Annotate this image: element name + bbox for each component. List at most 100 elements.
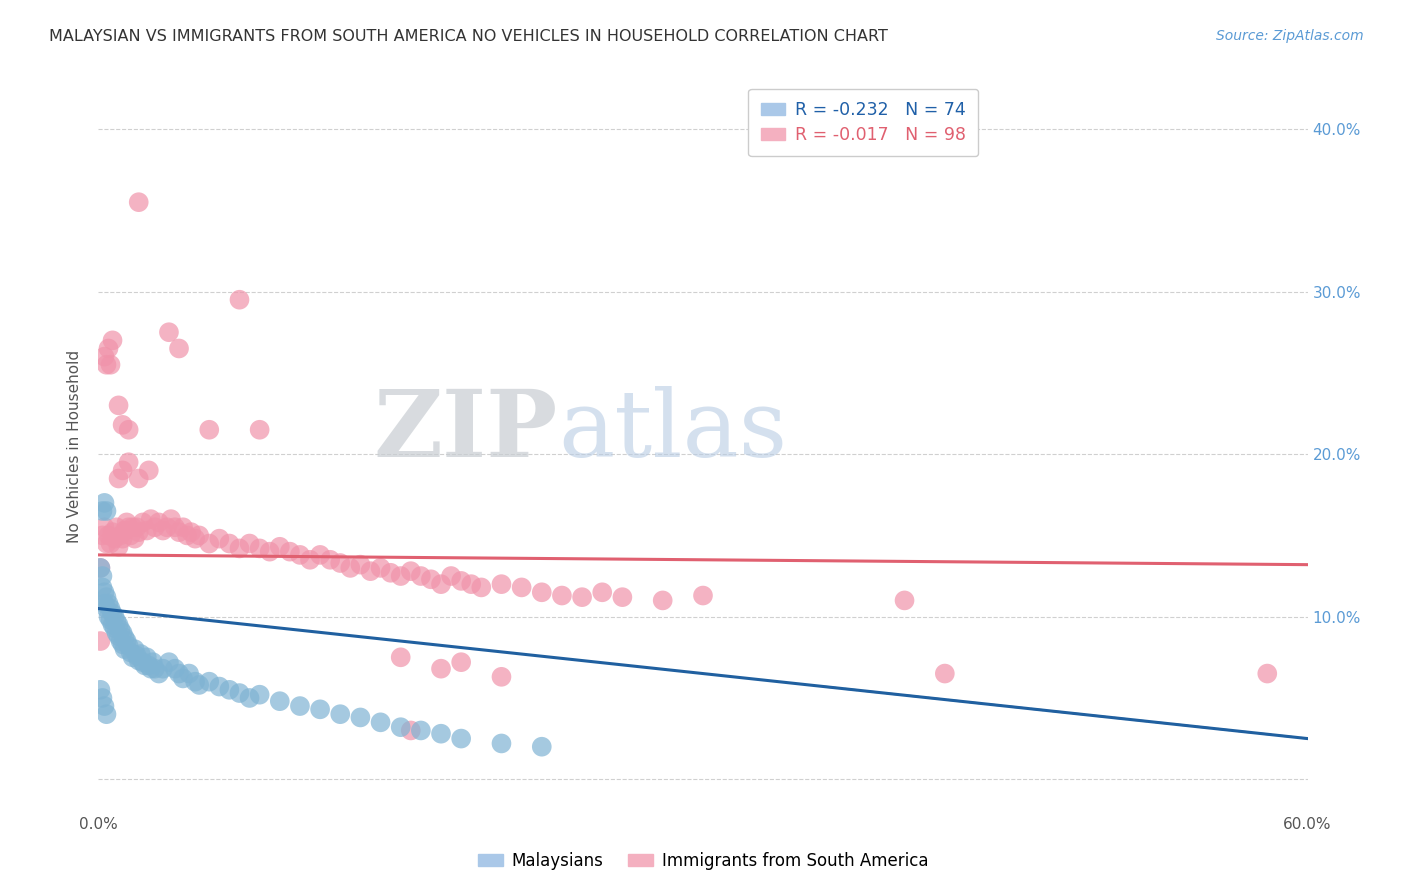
Point — [510, 581, 533, 595]
Point — [89, 561, 111, 575]
Point — [259, 544, 281, 558]
Point — [118, 423, 141, 437]
Point — [121, 650, 143, 665]
Point — [1256, 666, 1278, 681]
Point — [491, 670, 513, 684]
Point — [101, 334, 124, 348]
Point — [101, 525, 124, 540]
Point — [134, 658, 156, 673]
Point — [128, 195, 150, 210]
Point — [409, 723, 432, 738]
Point — [218, 536, 240, 550]
Point — [239, 536, 262, 550]
Point — [269, 540, 291, 554]
Text: atlas: atlas — [558, 386, 787, 476]
Point — [157, 325, 180, 339]
Point — [93, 585, 115, 599]
Point — [530, 585, 553, 599]
Point — [96, 504, 118, 518]
Point — [111, 626, 134, 640]
Point — [89, 561, 111, 575]
Point — [228, 686, 250, 700]
Point — [128, 654, 150, 668]
Point — [91, 569, 114, 583]
Point — [129, 647, 152, 661]
Point — [103, 609, 125, 624]
Point — [100, 601, 122, 615]
Point — [370, 561, 392, 575]
Point — [450, 574, 472, 588]
Point — [101, 617, 124, 632]
Point — [120, 645, 142, 659]
Point — [110, 623, 132, 637]
Point — [93, 496, 115, 510]
Point — [101, 607, 124, 621]
Point — [139, 512, 162, 526]
Point — [125, 648, 148, 663]
Point — [198, 674, 221, 689]
Point — [143, 520, 166, 534]
Point — [389, 569, 412, 583]
Point — [299, 553, 322, 567]
Point — [114, 524, 136, 538]
Text: MALAYSIAN VS IMMIGRANTS FROM SOUTH AMERICA NO VEHICLES IN HOUSEHOLD CORRELATION : MALAYSIAN VS IMMIGRANTS FROM SOUTH AMERI… — [49, 29, 889, 44]
Point — [239, 690, 262, 705]
Point — [399, 564, 422, 578]
Point — [228, 293, 250, 307]
Point — [93, 520, 115, 534]
Point — [105, 626, 128, 640]
Point — [172, 672, 194, 686]
Point — [124, 642, 146, 657]
Point — [91, 581, 114, 595]
Point — [143, 662, 166, 676]
Point — [96, 358, 118, 372]
Point — [163, 662, 186, 676]
Point — [107, 629, 129, 643]
Point — [198, 423, 221, 437]
Point — [450, 731, 472, 746]
Point — [430, 662, 453, 676]
Point — [440, 569, 463, 583]
Point — [163, 520, 186, 534]
Point — [309, 548, 332, 562]
Point — [470, 581, 492, 595]
Point — [571, 590, 593, 604]
Point — [430, 577, 453, 591]
Point — [139, 662, 162, 676]
Point — [198, 536, 221, 550]
Point — [111, 417, 134, 432]
Point — [157, 655, 180, 669]
Point — [93, 350, 115, 364]
Point — [288, 699, 311, 714]
Point — [893, 593, 915, 607]
Point — [934, 666, 956, 681]
Point — [148, 516, 170, 530]
Point — [96, 536, 118, 550]
Point — [218, 682, 240, 697]
Point — [103, 621, 125, 635]
Point — [278, 544, 301, 558]
Point — [591, 585, 613, 599]
Point — [612, 590, 634, 604]
Point — [184, 532, 207, 546]
Point — [97, 342, 120, 356]
Point — [692, 589, 714, 603]
Point — [530, 739, 553, 754]
Point — [89, 634, 111, 648]
Point — [167, 525, 190, 540]
Point — [138, 463, 160, 477]
Point — [103, 532, 125, 546]
Point — [249, 688, 271, 702]
Point — [339, 561, 361, 575]
Point — [110, 634, 132, 648]
Point — [370, 715, 392, 730]
Point — [100, 613, 122, 627]
Point — [349, 558, 371, 572]
Point — [96, 590, 118, 604]
Point — [105, 520, 128, 534]
Point — [179, 666, 201, 681]
Point — [360, 564, 382, 578]
Point — [142, 655, 165, 669]
Point — [121, 520, 143, 534]
Point — [111, 532, 134, 546]
